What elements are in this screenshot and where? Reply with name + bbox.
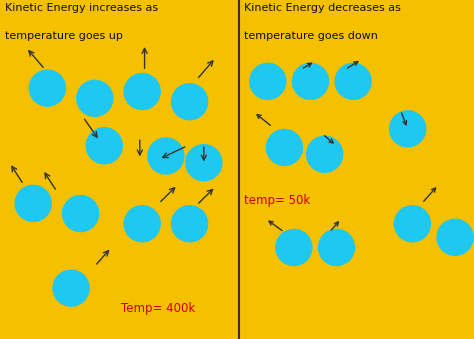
Ellipse shape xyxy=(86,128,122,164)
Ellipse shape xyxy=(186,145,222,181)
Ellipse shape xyxy=(437,219,473,255)
Ellipse shape xyxy=(335,63,371,99)
Ellipse shape xyxy=(63,196,99,232)
Text: Kinetic Energy decreases as: Kinetic Energy decreases as xyxy=(244,3,401,13)
Ellipse shape xyxy=(172,206,208,242)
Ellipse shape xyxy=(148,138,184,174)
Text: temperature goes up: temperature goes up xyxy=(5,31,123,40)
Ellipse shape xyxy=(77,80,113,116)
Ellipse shape xyxy=(29,70,65,106)
Ellipse shape xyxy=(276,230,312,265)
Ellipse shape xyxy=(307,136,343,172)
Ellipse shape xyxy=(172,84,208,120)
Text: Kinetic Energy increases as: Kinetic Energy increases as xyxy=(5,3,158,13)
Ellipse shape xyxy=(15,185,51,221)
Ellipse shape xyxy=(266,129,302,165)
Ellipse shape xyxy=(390,111,426,147)
Ellipse shape xyxy=(124,206,160,242)
Text: temperature goes down: temperature goes down xyxy=(244,31,378,40)
Text: temp= 50k: temp= 50k xyxy=(244,194,310,206)
Ellipse shape xyxy=(292,63,328,99)
Ellipse shape xyxy=(124,74,160,109)
Ellipse shape xyxy=(319,230,355,265)
Ellipse shape xyxy=(250,63,286,99)
Text: Temp= 400k: Temp= 400k xyxy=(121,302,195,315)
Ellipse shape xyxy=(53,270,89,306)
Ellipse shape xyxy=(394,206,430,242)
